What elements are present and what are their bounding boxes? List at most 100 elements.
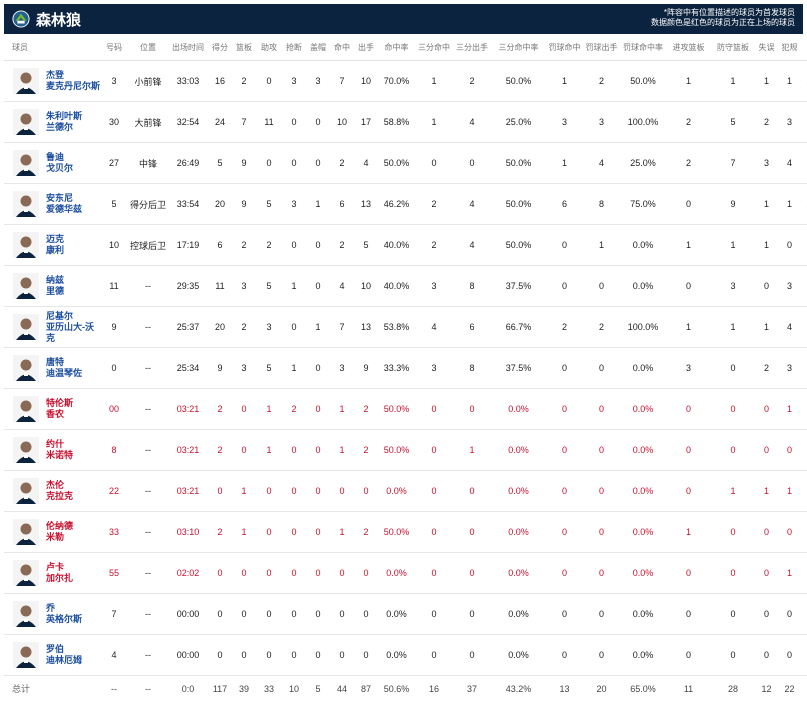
stat-cell: -- — [128, 511, 168, 553]
stat-cell: 7 — [711, 142, 755, 184]
stat-cell: 0 — [583, 429, 620, 471]
team-header: 森林狼 *阵容中有位置描述的球员为首发球员 数据颜色是红色的球员为正在上场的球员 — [4, 4, 803, 34]
stat-cell: 8 — [100, 429, 128, 471]
player-name-link[interactable]: 伦纳德 米勒 — [46, 521, 74, 542]
stat-cell: 0 — [232, 552, 256, 594]
stat-cell: 4 — [801, 306, 807, 348]
stat-cell: 4 — [778, 306, 801, 348]
player-avatar-icon — [13, 642, 39, 668]
player-name-link[interactable]: 尼基尔 亚历山大-沃克 — [46, 310, 94, 343]
stat-cell: 5 — [256, 347, 282, 389]
stat-cell: 03:10 — [168, 511, 208, 553]
stat-cell: 1 — [232, 511, 256, 553]
total-stat-cell: 50.6% — [383, 683, 410, 694]
player-name-link[interactable]: 卢卡 加尔扎 — [46, 562, 74, 583]
stat-cell: 9 — [100, 306, 128, 348]
player-name-link[interactable]: 纳兹 里德 — [46, 275, 65, 296]
stat-cell: 0.0% — [620, 347, 666, 389]
stat-cell: 13 — [354, 306, 378, 348]
column-header: +/- — [801, 34, 807, 61]
stat-cell: 2 — [801, 388, 807, 430]
player-name-link[interactable]: 唐特 迪温琴佐 — [46, 357, 83, 378]
stat-cell: 30 — [100, 101, 128, 143]
stat-cell: 1 — [778, 552, 801, 594]
stat-cell: 0 — [453, 634, 491, 676]
stat-cell: 1 — [711, 470, 755, 512]
column-header: 出手 — [354, 34, 378, 61]
player-avatar-icon — [13, 601, 39, 627]
stat-cell: 0 — [282, 101, 306, 143]
player-avatar-icon — [13, 437, 39, 463]
total-stat-cell: 13 — [559, 683, 570, 694]
stat-cell: 0 — [755, 511, 778, 553]
player-name-link[interactable]: 朱利叶斯 兰德尔 — [46, 111, 83, 132]
stat-cell: 5 — [711, 101, 755, 143]
player-avatar-icon — [13, 273, 39, 299]
stat-cell: 2 — [232, 60, 256, 102]
player-cell: 卢卡 加尔扎 — [4, 552, 100, 594]
column-header: 进攻篮板 — [666, 34, 711, 61]
stat-cell: 0.0% — [620, 429, 666, 471]
stat-cell: 100.0% — [620, 101, 666, 143]
stat-cell: 1 — [711, 224, 755, 266]
stat-cell: 小前锋 — [128, 60, 168, 102]
stat-cell: 32:54 — [168, 101, 208, 143]
player-name-link[interactable]: 约什 米诺特 — [46, 439, 74, 460]
stat-cell: 0 — [415, 593, 453, 635]
stat-cell: 3 — [100, 60, 128, 102]
stat-cell: 0 — [755, 634, 778, 676]
player-name-link[interactable]: 迈克 康利 — [46, 234, 65, 255]
player-avatar-icon — [13, 560, 39, 586]
stat-cell: 18 — [801, 265, 807, 307]
total-stat-cell: 10 — [288, 683, 299, 694]
stat-cell: 0 — [583, 470, 620, 512]
stat-cell: 3 — [546, 101, 583, 143]
stat-cell: 58.8% — [378, 101, 415, 143]
stat-cell: 0.0% — [620, 552, 666, 594]
stat-cell: 0.0% — [620, 593, 666, 635]
stat-cell: 0 — [306, 224, 330, 266]
stat-cell: -- — [128, 347, 168, 389]
stat-cell: 0.0% — [620, 511, 666, 553]
legend-note: *阵容中有位置描述的球员为首发球员 数据颜色是红色的球员为正在上场的球员 — [651, 8, 795, 27]
player-name-link[interactable]: 鲁迪 戈贝尔 — [46, 152, 74, 173]
stat-cell: 8 — [453, 347, 491, 389]
stat-cell: 4 — [453, 224, 491, 266]
stat-cell: 0 — [546, 347, 583, 389]
box-score-table: 球员 号码 位置 出场时间 得分 篮板 助攻 抢断 盖帽 命中 出手 命中率 三分命中 三分出手 三分命中率… — [4, 34, 807, 701]
stat-cell: 37.5% — [491, 265, 546, 307]
column-header: 篮板 — [232, 34, 256, 61]
stat-cell: 66.7% — [491, 306, 546, 348]
stat-cell: 1 — [711, 60, 755, 102]
player-name-link[interactable]: 乔英格尔斯 — [46, 603, 83, 624]
stat-cell: 1 — [666, 306, 711, 348]
stat-cell: 1 — [666, 60, 711, 102]
total-stat-cell: 43.2% — [505, 683, 532, 694]
stat-cell: 2 — [801, 511, 807, 553]
stat-cell: 2 — [666, 142, 711, 184]
stat-cell: 0 — [208, 634, 232, 676]
table-row: 杰伦 克拉克 22 -- 03:21 0 1 0 0 0 0 0 0.0% 0 0 0.0% 0 0 0.0% 0 1 1… — [4, 470, 807, 512]
stat-cell: 50.0% — [491, 224, 546, 266]
column-header: 失误 — [755, 34, 778, 61]
player-name-link[interactable]: 杰伦 克拉克 — [46, 480, 74, 501]
player-name-link[interactable]: 罗伯 迪林厄姆 — [46, 644, 83, 665]
player-cell: 唐特 迪温琴佐 — [4, 347, 100, 389]
stat-cell: 0 — [778, 634, 801, 676]
player-name-link[interactable]: 特伦斯 香农 — [46, 398, 74, 419]
stat-cell: -- — [128, 306, 168, 348]
stat-cell: 0.0% — [491, 552, 546, 594]
player-cell: 罗伯 迪林厄姆 — [4, 634, 100, 676]
stat-cell: 4 — [100, 634, 128, 676]
stat-cell: 1 — [232, 470, 256, 512]
stat-cell: 0 — [256, 470, 282, 512]
player-name-link[interactable]: 杰登 麦克丹尼尔斯 — [46, 70, 100, 91]
player-avatar-icon — [13, 232, 39, 258]
column-header: 罚球出手 — [583, 34, 620, 61]
total-stat-cell: 39 — [238, 683, 249, 694]
stat-cell: 0 — [282, 634, 306, 676]
stat-cell: 50.0% — [378, 142, 415, 184]
table-row: 尼基尔 亚历山大-沃克 9 -- 25:37 20 2 3 0 1 7 13 53.8% 4 6 66.7% 2… — [4, 306, 807, 348]
player-name-link[interactable]: 安东尼 爱德华兹 — [46, 193, 83, 214]
stat-cell: 4 — [583, 142, 620, 184]
